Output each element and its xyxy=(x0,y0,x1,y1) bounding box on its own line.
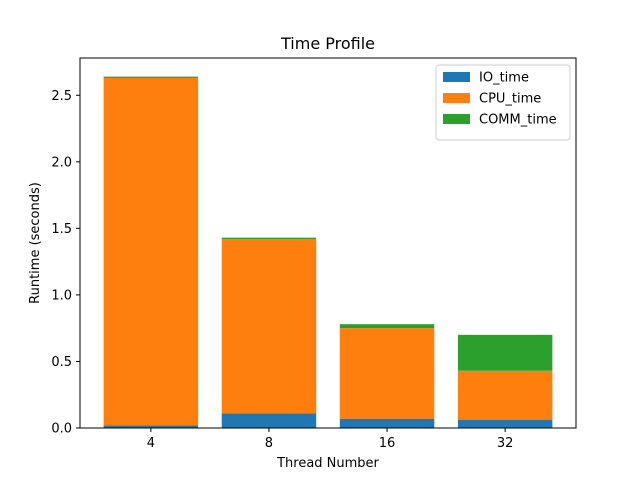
legend-swatch-io-time xyxy=(443,72,470,82)
bar-cpu-time-8 xyxy=(221,239,317,414)
bar-cpu-time-32 xyxy=(457,370,553,421)
bar-comm-time-4 xyxy=(103,76,199,78)
bar-comm-time-16 xyxy=(339,324,435,329)
bar-io-time-8 xyxy=(221,413,317,428)
y-tick-label: 0.0 xyxy=(51,422,72,437)
y-tick-label: 2.5 xyxy=(51,89,72,104)
y-axis: 0.0 0.5 1.0 1.5 2.0 2.5 xyxy=(51,89,80,437)
legend-label: COMM_time xyxy=(479,113,557,128)
x-tick-label: 8 xyxy=(265,436,273,451)
x-tick-label: 32 xyxy=(497,436,514,451)
legend: IO_time CPU_time COMM_time xyxy=(435,64,571,141)
bar-comm-time-8 xyxy=(221,237,317,240)
bar-io-time-16 xyxy=(339,418,435,428)
legend-swatch-cpu-time xyxy=(443,93,470,103)
bars-group xyxy=(103,76,553,428)
y-tick-label: 0.5 xyxy=(51,355,72,370)
y-axis-title: Runtime (seconds) xyxy=(28,182,43,304)
legend-label: CPU_time xyxy=(479,92,541,107)
x-axis: 4 8 16 32 xyxy=(147,428,514,451)
bar-cpu-time-4 xyxy=(103,77,199,426)
plot-frame xyxy=(79,57,577,429)
bar-io-time-4 xyxy=(103,425,199,428)
y-tick-label: 2.0 xyxy=(51,155,72,170)
y-tick-label: 1.0 xyxy=(51,288,72,303)
legend-label: IO_time xyxy=(479,71,529,86)
bar-comm-time-32 xyxy=(457,334,553,371)
bar-io-time-32 xyxy=(457,420,553,428)
y-tick-label: 1.5 xyxy=(51,222,72,237)
legend-swatch-comm-time xyxy=(443,114,470,124)
chart-title: Time Profile xyxy=(280,34,375,53)
x-tick-label: 16 xyxy=(379,436,396,451)
x-tick-label: 4 xyxy=(147,436,155,451)
x-axis-title: Thread Number xyxy=(276,456,379,471)
bar-cpu-time-16 xyxy=(339,328,435,419)
